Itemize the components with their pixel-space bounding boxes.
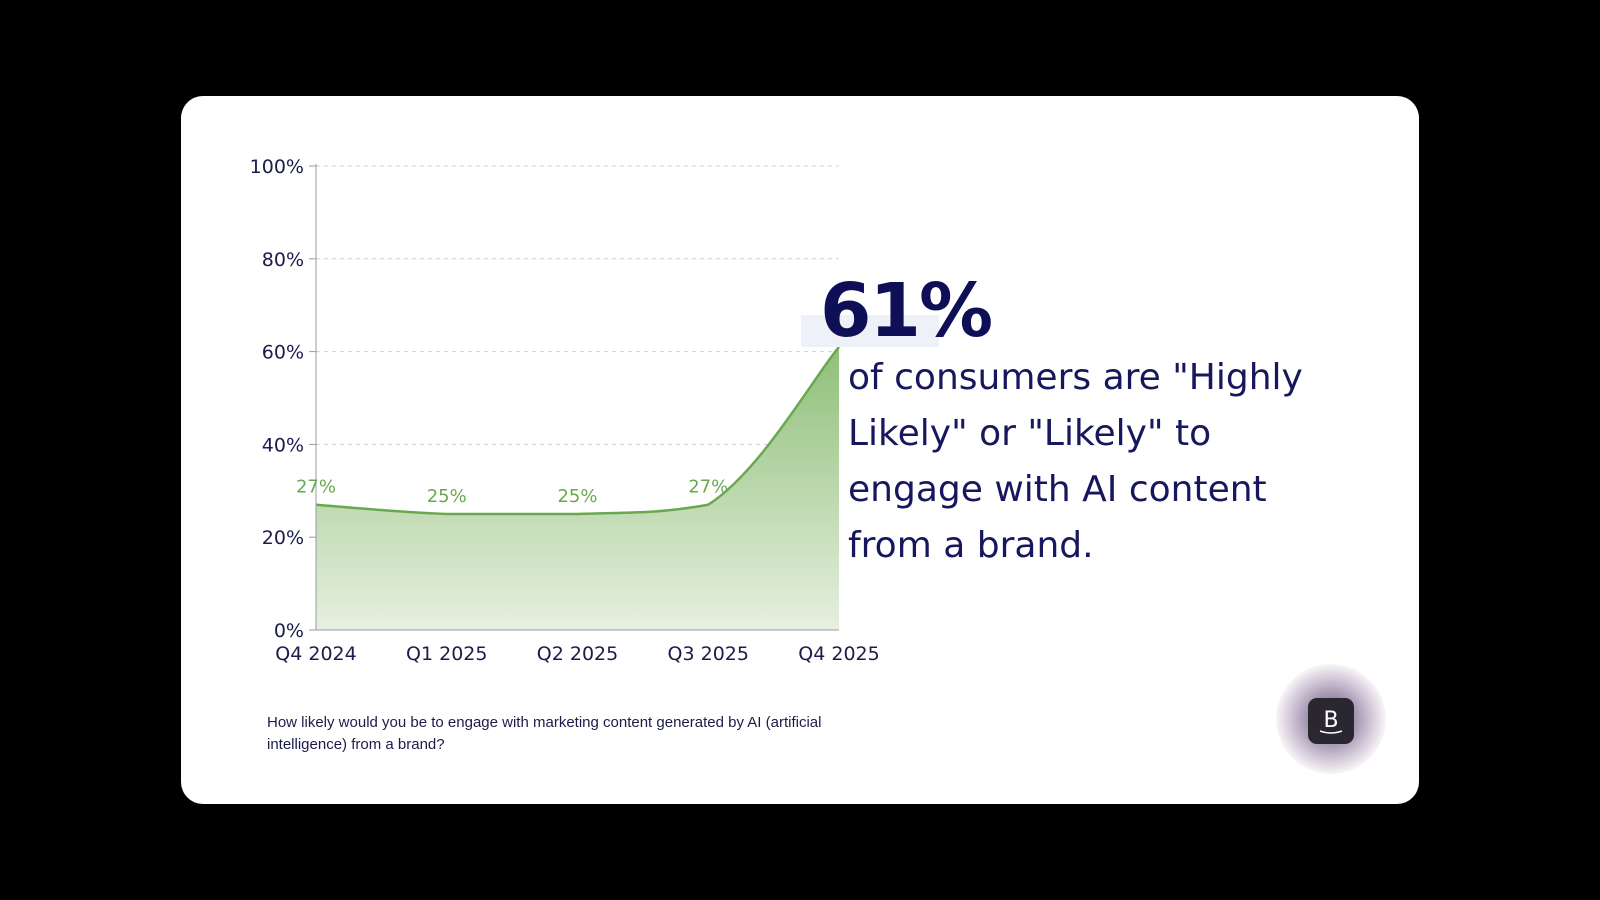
y-tick-label: 0% xyxy=(274,620,304,642)
y-tick-label: 40% xyxy=(262,434,304,456)
data-label: 25% xyxy=(557,486,597,507)
headline-percentage: 61% xyxy=(820,268,993,354)
survey-question: How likely would you be to engage with m… xyxy=(267,714,822,753)
y-tick-label: 60% xyxy=(262,342,304,364)
slide-card: 0% 20% 40% 60% 80% 100% 27% 25% 25% 27% Q4 2024 Q1 … xyxy=(181,96,1419,804)
brand-b-icon: B xyxy=(1308,698,1354,744)
data-label: 27% xyxy=(296,477,336,498)
y-tick-label: 80% xyxy=(262,249,304,271)
area-chart: 0% 20% 40% 60% 80% 100% 27% 25% 25% 27% Q4 2024 Q1 … xyxy=(250,156,880,665)
y-tick-label: 20% xyxy=(262,527,304,549)
series-line xyxy=(315,346,840,516)
headline-description: of consumers are "Highly Likely" or "Lik… xyxy=(848,357,1303,566)
data-label: 27% xyxy=(688,477,728,498)
area-fill xyxy=(316,346,839,630)
logo-letter: B xyxy=(1323,708,1338,733)
x-tick-label: Q3 2025 xyxy=(668,643,749,665)
data-label: 25% xyxy=(427,486,467,507)
x-tick-label: Q4 2025 xyxy=(798,643,879,665)
x-tick-label: Q1 2025 xyxy=(406,643,487,665)
x-tick-label: Q4 2024 xyxy=(275,643,356,665)
headline-highlight xyxy=(801,315,939,347)
x-tick-label: Q2 2025 xyxy=(537,643,618,665)
y-tick-label: 100% xyxy=(250,156,304,178)
